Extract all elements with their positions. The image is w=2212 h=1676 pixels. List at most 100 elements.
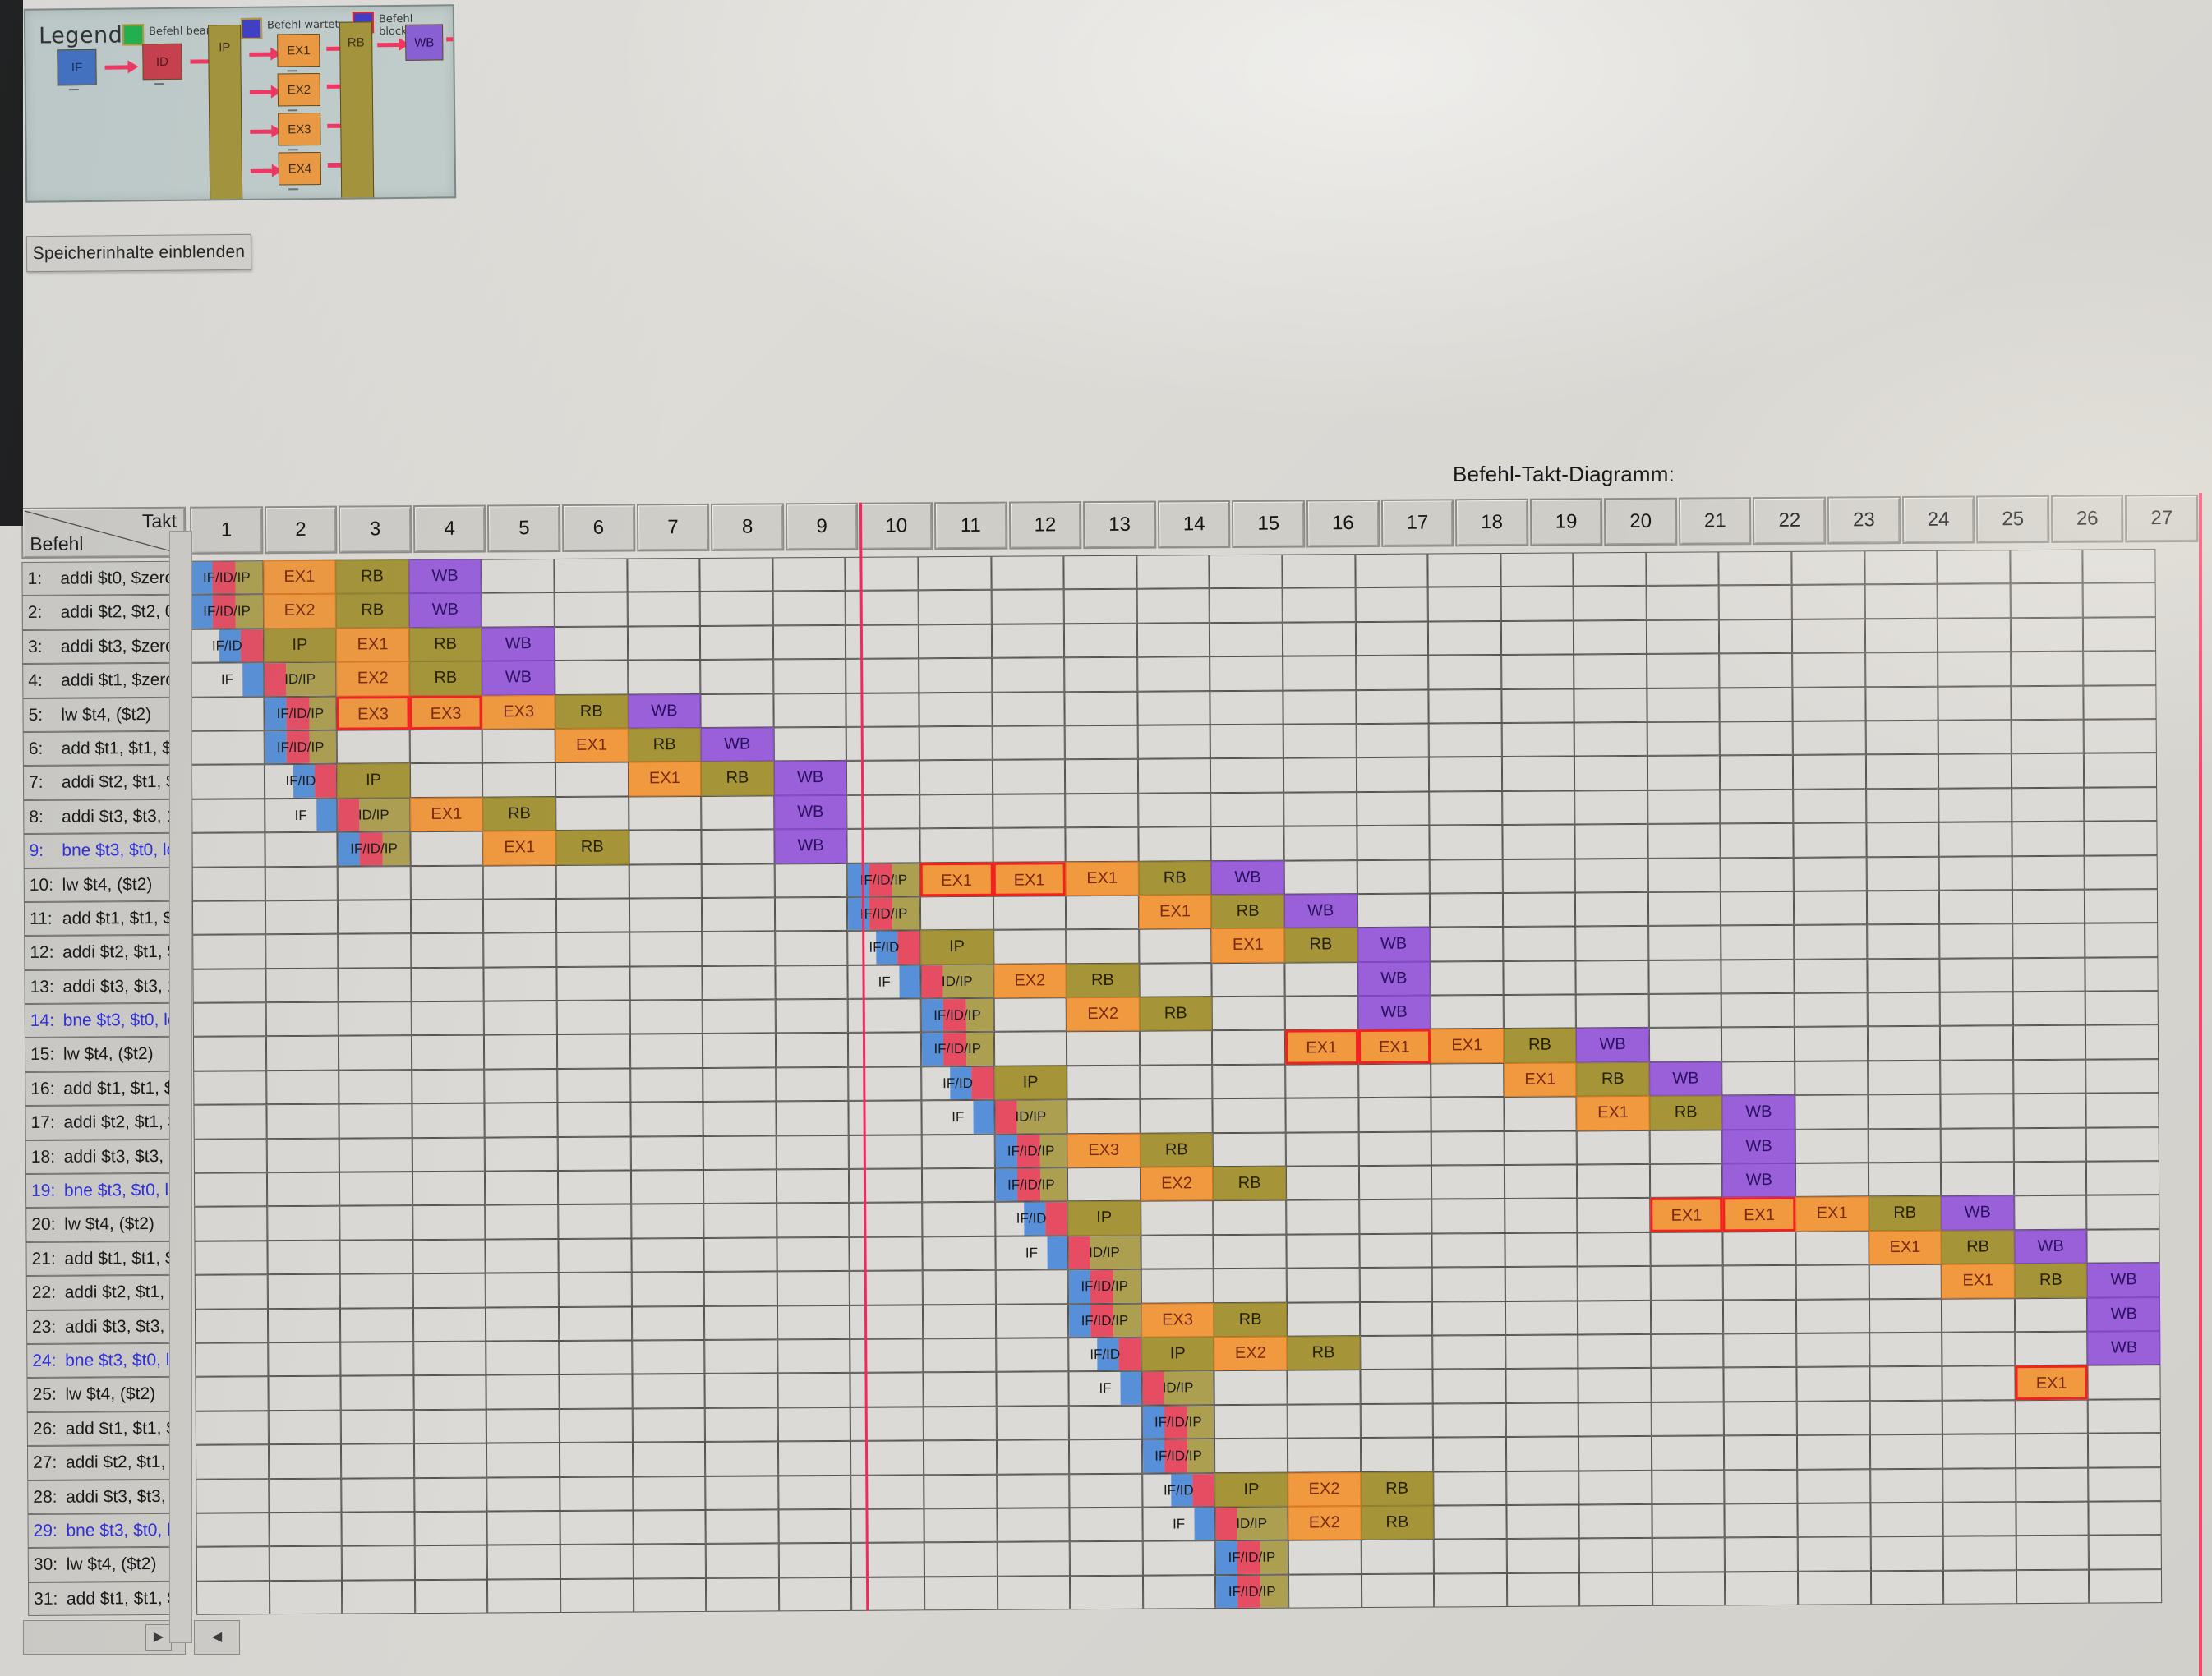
- pipeline-cell-rb[interactable]: RB: [482, 796, 556, 831]
- show-memory-contents-button[interactable]: Speicherinhalte einblenden: [25, 233, 252, 273]
- pipeline-cell-ex3[interactable]: EX3: [336, 695, 410, 730]
- instruction-row-24[interactable]: 24: bne $t3, $t0, loop: [26, 1342, 188, 1379]
- pipeline-cell-ex1[interactable]: EX1: [482, 831, 556, 866]
- pipeline-cell-wb[interactable]: WB: [627, 693, 701, 729]
- pipeline-cell-ex1[interactable]: EX1: [1795, 1196, 1869, 1232]
- pipeline-cell-if-id-ip[interactable]: IF/ID/IP: [847, 862, 920, 897]
- clock-header-7[interactable]: 7: [636, 503, 710, 552]
- vertical-scrollbar[interactable]: [169, 531, 192, 1643]
- pipeline-cell-id-ip[interactable]: ID/IP: [993, 1099, 1067, 1135]
- pipeline-cell-wb[interactable]: WB: [482, 661, 555, 696]
- pipeline-cell-ex1[interactable]: EX1: [1503, 1062, 1577, 1098]
- pipeline-cell-ex1[interactable]: EX1: [919, 862, 993, 897]
- clock-header-17[interactable]: 17: [1380, 499, 1454, 547]
- pipeline-cell-ex2[interactable]: EX2: [1140, 1167, 1214, 1202]
- pipeline-cell-ip[interactable]: IP: [263, 628, 337, 663]
- pipeline-cell-id-ip[interactable]: ID/IP: [1214, 1506, 1288, 1541]
- clock-header-4[interactable]: 4: [412, 504, 486, 554]
- pipeline-cell-rb[interactable]: RB: [335, 559, 409, 595]
- instruction-row-5[interactable]: 5: lw $t4, ($t2): [22, 697, 184, 732]
- pipeline-cell-wb[interactable]: WB: [1357, 995, 1431, 1030]
- pipeline-cell-if-id-ip[interactable]: IF/ID/IP: [1067, 1269, 1141, 1304]
- pipeline-cell-if-id[interactable]: IF/ID: [994, 1201, 1068, 1236]
- clock-header-2[interactable]: 2: [264, 505, 338, 555]
- pipeline-cell-ex3[interactable]: EX3: [409, 695, 483, 730]
- instruction-row-12[interactable]: 12: addi $t2, $t1, $t4: [24, 935, 186, 970]
- pipeline-cell-ex1[interactable]: EX1: [1869, 1230, 1942, 1265]
- pipeline-cell-if[interactable]: IF: [994, 1236, 1068, 1270]
- pipeline-cell-id-ip[interactable]: ID/IP: [337, 797, 411, 832]
- pipeline-cell-id-ip[interactable]: ID/IP: [263, 661, 337, 697]
- pipeline-cell-ex2[interactable]: EX2: [1288, 1506, 1362, 1540]
- pipeline-cell-ex3[interactable]: EX3: [482, 694, 555, 730]
- pipeline-cell-rb[interactable]: RB: [1140, 1132, 1214, 1167]
- instruction-row-26[interactable]: 26: add $t1, $t1, $t4: [26, 1411, 188, 1447]
- instruction-row-16[interactable]: 16: add $t1, $t1, $t4: [25, 1071, 187, 1107]
- pipeline-cell-wb[interactable]: WB: [2087, 1331, 2161, 1366]
- pipeline-cell-wb[interactable]: WB: [1283, 893, 1357, 928]
- pipeline-cell-rb[interactable]: RB: [1360, 1505, 1434, 1540]
- pipeline-cell-wb[interactable]: WB: [1722, 1163, 1796, 1198]
- pipeline-cell-if-id-ip[interactable]: IF/ID/IP: [1068, 1303, 1141, 1338]
- pipeline-cell-if[interactable]: IF: [1142, 1507, 1216, 1542]
- clock-header-10[interactable]: 10: [859, 502, 933, 550]
- instruction-row-29[interactable]: 29: bne $t3, $t0, loop: [27, 1513, 189, 1549]
- clock-header-27[interactable]: 27: [2125, 494, 2199, 543]
- pipeline-cell-ex2[interactable]: EX2: [1288, 1471, 1361, 1507]
- pipeline-cell-if[interactable]: IF: [1068, 1371, 1142, 1406]
- pipeline-cell-ex3[interactable]: EX3: [1067, 1133, 1141, 1168]
- pipeline-cell-if-id-ip[interactable]: IF/ID/IP: [337, 831, 411, 867]
- pipeline-cell-wb[interactable]: WB: [408, 592, 482, 628]
- instruction-row-25[interactable]: 25: lw $t4, ($t2): [26, 1377, 188, 1412]
- pipeline-cell-if-id-ip[interactable]: IF/ID/IP: [264, 696, 337, 731]
- pipeline-cell-wb[interactable]: WB: [1357, 961, 1431, 997]
- pipeline-cell-rb[interactable]: RB: [555, 830, 629, 865]
- pipeline-cell-rb[interactable]: RB: [408, 627, 482, 662]
- instruction-row-19[interactable]: 19: bne $t3, $t0, loop: [25, 1172, 187, 1209]
- clock-header-9[interactable]: 9: [785, 502, 859, 551]
- pipeline-cell-rb[interactable]: RB: [1214, 1302, 1288, 1338]
- pipeline-cell-wb[interactable]: WB: [1941, 1195, 2015, 1231]
- clock-header-15[interactable]: 15: [1232, 500, 1306, 548]
- clock-header-8[interactable]: 8: [711, 503, 785, 551]
- pipeline-cell-ex1[interactable]: EX1: [993, 861, 1067, 896]
- pipeline-cell-ex2[interactable]: EX2: [993, 963, 1067, 998]
- pipeline-cell-if-id[interactable]: IF/ID: [190, 628, 264, 663]
- pipeline-cell-wb[interactable]: WB: [1210, 860, 1284, 896]
- instruction-row-17[interactable]: 17: addi $t2, $t1, $t4: [25, 1105, 187, 1140]
- pipeline-cell-ex2[interactable]: EX2: [336, 661, 410, 697]
- pipeline-cell-ip[interactable]: IP: [920, 930, 993, 965]
- instruction-row-13[interactable]: 13: addi $t3, $t3, 1: [24, 969, 186, 1005]
- clock-header-6[interactable]: 6: [561, 504, 635, 552]
- pipeline-cell-rb[interactable]: RB: [1360, 1471, 1434, 1507]
- clock-header-25[interactable]: 25: [1976, 495, 2050, 544]
- instruction-row-31[interactable]: 31: add $t1, $t1, $t4: [27, 1581, 190, 1617]
- pipeline-cell-rb[interactable]: RB: [1941, 1230, 2015, 1264]
- pipeline-cell-rb[interactable]: RB: [335, 593, 409, 628]
- pipeline-cell-if-id-ip[interactable]: IF/ID/IP: [1215, 1540, 1288, 1575]
- pipeline-cell-if-id[interactable]: IF/ID: [1141, 1472, 1215, 1508]
- pipeline-cell-ex1[interactable]: EX1: [2015, 1365, 2089, 1400]
- scroll-left-arrow[interactable]: ▶: [145, 1624, 172, 1651]
- clock-header-23[interactable]: 23: [1827, 496, 1901, 545]
- pipeline-cell-ex1[interactable]: EX1: [1431, 1029, 1504, 1064]
- pipeline-cell-rb[interactable]: RB: [1284, 928, 1357, 963]
- pipeline-cell-id-ip[interactable]: ID/IP: [1141, 1370, 1215, 1406]
- clock-header-11[interactable]: 11: [933, 501, 1007, 550]
- instruction-row-22[interactable]: 22: addi $t2, $t1, $t4: [25, 1274, 187, 1310]
- pipeline-cell-ex1[interactable]: EX1: [1065, 861, 1139, 896]
- pipeline-cell-ex1[interactable]: EX1: [1941, 1264, 2015, 1299]
- pipeline-cell-if[interactable]: IF: [264, 798, 338, 833]
- pipeline-cell-wb[interactable]: WB: [773, 761, 847, 796]
- clock-header-18[interactable]: 18: [1455, 498, 1529, 547]
- instruction-row-8[interactable]: 8: addi $t3, $t3, 1: [23, 799, 185, 835]
- pipeline-cell-ex1[interactable]: EX1: [409, 797, 483, 832]
- pipeline-cell-ex1[interactable]: EX1: [262, 559, 336, 595]
- pipeline-cell-wb[interactable]: WB: [2087, 1296, 2161, 1332]
- pipeline-cell-ex1[interactable]: EX1: [1138, 895, 1212, 929]
- instruction-row-21[interactable]: 21: add $t1, $t1, $t4: [25, 1241, 187, 1277]
- pipeline-cell-id-ip[interactable]: ID/IP: [920, 964, 994, 999]
- clock-header-24[interactable]: 24: [1901, 495, 1975, 545]
- pipeline-cell-ip[interactable]: IP: [1214, 1472, 1288, 1508]
- pipeline-cell-ex1[interactable]: EX1: [336, 627, 409, 662]
